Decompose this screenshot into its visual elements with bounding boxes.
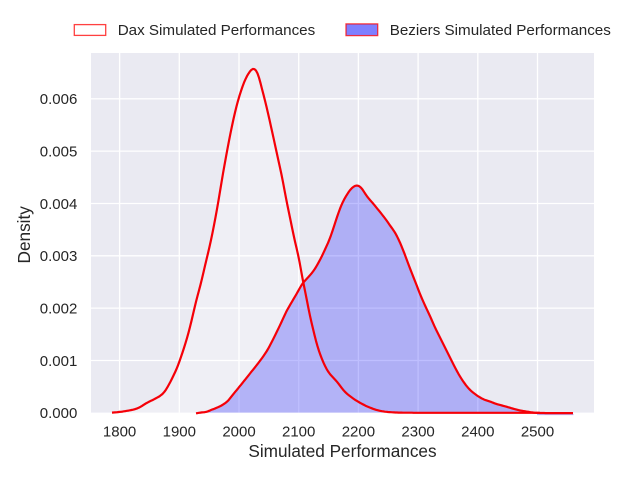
svg-text:2300: 2300	[401, 424, 434, 441]
svg-text:2400: 2400	[461, 424, 494, 441]
svg-text:0.001: 0.001	[40, 353, 78, 370]
svg-text:0.000: 0.000	[40, 405, 78, 422]
svg-text:Simulated Performances: Simulated Performances	[248, 441, 436, 461]
svg-text:0.002: 0.002	[40, 300, 78, 317]
svg-text:1900: 1900	[163, 424, 196, 441]
svg-text:Beziers Simulated Performances: Beziers Simulated Performances	[390, 22, 612, 39]
svg-text:2500: 2500	[521, 424, 554, 441]
svg-text:Dax Simulated Performances: Dax Simulated Performances	[118, 22, 316, 39]
svg-text:Density: Density	[14, 206, 34, 264]
svg-text:1800: 1800	[103, 424, 136, 441]
svg-text:0.005: 0.005	[40, 143, 78, 160]
svg-text:2100: 2100	[282, 424, 315, 441]
svg-text:0.006: 0.006	[40, 91, 78, 108]
svg-text:2200: 2200	[342, 424, 375, 441]
svg-text:0.004: 0.004	[40, 196, 78, 213]
svg-text:0.003: 0.003	[40, 248, 78, 265]
svg-text:2000: 2000	[222, 424, 255, 441]
